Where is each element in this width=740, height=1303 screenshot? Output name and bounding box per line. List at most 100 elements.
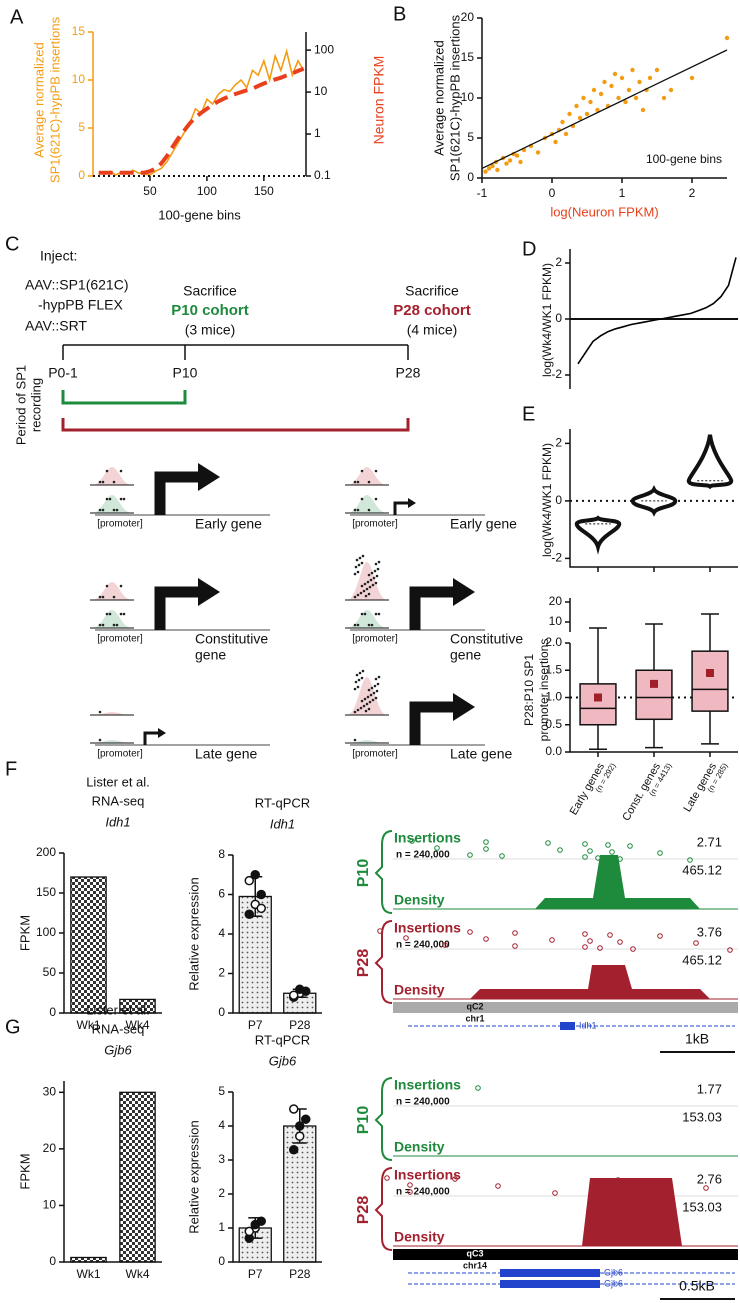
y-tick-label: 20 <box>549 594 563 608</box>
axis-title: Average normalized <box>31 42 46 157</box>
axis-title: P10 <box>355 859 372 888</box>
chart-title: Lister et al. <box>86 1002 150 1017</box>
insertion-dot <box>360 676 364 680</box>
insertion-dot <box>358 671 362 675</box>
track-max: 465.12 <box>682 952 722 967</box>
insertion-dot <box>362 589 366 593</box>
vector-label: -hypPB FLEX <box>38 297 123 313</box>
insertion-dot <box>359 706 363 710</box>
bar <box>283 1125 317 1263</box>
insertion-dot <box>360 699 364 703</box>
track-label: Density <box>394 982 445 998</box>
insertion-dot <box>369 693 373 697</box>
insertion-dot <box>362 704 366 708</box>
insertion-dot <box>101 480 105 484</box>
insertion <box>605 842 611 848</box>
insertion-dot <box>354 680 358 684</box>
scatter-point <box>661 95 667 101</box>
insertion <box>617 939 623 945</box>
panel-letter: E <box>522 403 535 425</box>
scatter-point <box>514 153 520 158</box>
scatter-point <box>623 99 628 105</box>
insertion-dot <box>368 585 372 589</box>
scatter-point <box>654 67 660 73</box>
scatter-point <box>560 119 565 125</box>
insertion <box>582 854 588 860</box>
axis-title: P28:P10 SP1 <box>522 654 536 726</box>
y-tick-label: 2 <box>218 1186 225 1200</box>
insertion-dot <box>367 573 371 577</box>
count-label: n = 240,000 <box>396 1097 450 1108</box>
gene-label: gene <box>195 647 226 663</box>
vector-label: AAV::SRT <box>25 318 87 334</box>
y-tick-label: 0 <box>218 1005 225 1019</box>
track-max: 1.77 <box>697 1081 722 1096</box>
scatter-point <box>619 75 625 81</box>
x-tick-label: 1 <box>619 186 626 200</box>
insertion <box>512 943 518 949</box>
signal-hill <box>347 740 387 743</box>
y-tick-label: 20 <box>461 10 475 24</box>
scatter-point <box>577 115 583 121</box>
x-tick-label: 50 <box>143 184 157 198</box>
insertion <box>693 940 699 946</box>
chart-subtitle: Idh1 <box>105 814 130 829</box>
x-tick-label: 150 <box>254 184 274 198</box>
scatter-point <box>574 103 579 109</box>
signal-hill <box>92 712 132 715</box>
insertion-dot <box>358 556 362 560</box>
y-tick-label: 0 <box>49 1254 56 1268</box>
y-tick-label: 30 <box>43 1084 57 1098</box>
y-tick-label: 15 <box>461 50 475 64</box>
panel-letter: F <box>5 758 17 780</box>
insertion-dot <box>112 480 116 484</box>
y-tick-label: 1 <box>218 1220 225 1234</box>
scatter-point <box>609 83 614 89</box>
period-bracket <box>61 418 410 432</box>
panel-letter: C <box>5 233 19 255</box>
chart-title: RNA-seq <box>92 793 145 808</box>
insertion <box>587 938 593 944</box>
y-tick-label: 10 <box>43 1198 57 1212</box>
period-bracket <box>61 390 187 405</box>
gene-label: Early gene <box>195 516 262 532</box>
insertion-dot <box>98 508 102 512</box>
insertion-dot <box>355 558 359 562</box>
x-tick-label: P7 <box>248 1267 263 1281</box>
axis-title: FPKM <box>17 915 32 951</box>
y-tick-label: 1.0 <box>545 690 562 704</box>
insertion-dot <box>115 623 119 627</box>
x-tick-label: 0 <box>549 186 556 200</box>
insertion <box>483 839 489 845</box>
data-point <box>289 1104 299 1114</box>
insertion-dot <box>374 497 378 501</box>
data-point <box>295 1131 305 1141</box>
insertion-dot <box>377 612 381 616</box>
x-axis-title: 100-gene bins <box>158 207 241 222</box>
insertion-dot <box>353 508 357 512</box>
track-label: Density <box>394 892 445 908</box>
chart-title: Lister et al. <box>86 774 150 789</box>
x-tick-label: P28 <box>289 1018 311 1032</box>
track-label: Density <box>394 1139 445 1155</box>
insertion <box>483 846 489 852</box>
gene-arrow <box>143 731 159 745</box>
axis-title: P28 <box>355 1196 372 1225</box>
track-label: Insertions <box>394 830 461 846</box>
signal-hill <box>92 582 132 600</box>
insertion-dot <box>360 497 364 501</box>
scatter-point <box>584 111 590 117</box>
gene-arrow <box>154 471 200 515</box>
track-label: Insertions <box>394 1077 461 1093</box>
gene-label: Constitutive <box>195 631 268 647</box>
data-point <box>295 984 305 995</box>
insertion-dot <box>357 563 361 567</box>
insertion-dot <box>356 708 360 712</box>
insertion-dot <box>119 497 123 501</box>
insertion-dot <box>353 687 357 691</box>
insertion-dot <box>361 554 365 558</box>
track-max: 3.76 <box>697 924 722 939</box>
panel-letter: B <box>393 3 406 25</box>
y-tick-label: 2.0 <box>545 635 562 649</box>
insertion-dot <box>98 738 102 742</box>
